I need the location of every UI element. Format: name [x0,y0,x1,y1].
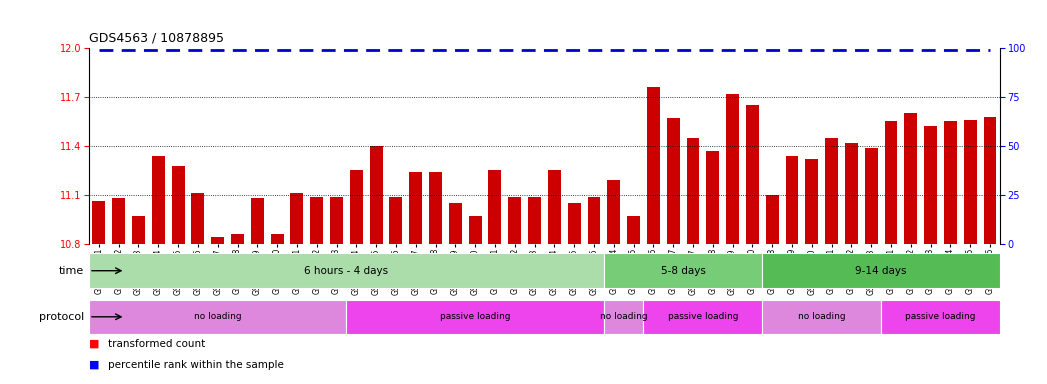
Bar [350,170,362,244]
Bar [587,197,600,244]
Bar [785,156,799,244]
Text: 6 hours - 4 days: 6 hours - 4 days [305,266,388,276]
Text: passive loading: passive loading [906,312,976,321]
Bar [192,193,204,244]
Bar [347,300,604,334]
Text: percentile rank within the sample: percentile rank within the sample [108,360,284,370]
Bar [567,203,581,244]
Bar [865,147,877,244]
Bar [882,300,1000,334]
Bar [727,94,739,244]
Bar [89,300,347,334]
Bar [905,113,917,244]
Bar [449,203,462,244]
Bar [983,116,997,244]
Bar [251,198,264,244]
Bar [89,253,604,288]
Bar [92,201,106,244]
Text: transformed count: transformed count [108,339,205,349]
Bar [231,234,244,244]
Bar [762,300,882,334]
Text: passive loading: passive loading [668,312,738,321]
Bar [429,172,442,244]
Bar [330,197,343,244]
Bar [963,120,977,244]
Bar [604,300,644,334]
Bar [885,121,897,244]
Bar [687,138,699,244]
Bar [508,197,521,244]
Bar [845,142,857,244]
Bar [389,197,402,244]
Bar [370,146,382,244]
Bar [310,197,324,244]
Bar [627,216,640,244]
Text: protocol: protocol [39,312,84,322]
Text: no loading: no loading [600,312,647,321]
Bar [112,198,126,244]
Text: 9-14 days: 9-14 days [855,266,907,276]
Bar [604,253,762,288]
Bar [762,253,1000,288]
Text: time: time [59,266,84,276]
Bar [805,159,818,244]
Bar [644,300,762,334]
Text: no loading: no loading [194,312,242,321]
Text: no loading: no loading [798,312,846,321]
Bar [528,197,541,244]
Bar [765,195,779,244]
Bar [211,237,224,244]
Bar [548,170,561,244]
Bar [290,193,304,244]
Bar [489,170,502,244]
Bar [172,166,184,244]
Bar [469,216,482,244]
Bar [667,118,680,244]
Bar [607,180,620,244]
Bar [707,151,719,244]
Bar [409,172,422,244]
Text: ■: ■ [89,360,99,370]
Bar [152,156,164,244]
Bar [825,138,838,244]
Bar [271,234,284,244]
Text: passive loading: passive loading [440,312,510,321]
Bar [132,216,144,244]
Bar [925,126,937,244]
Bar [745,105,759,244]
Bar [944,121,957,244]
Bar [647,87,660,244]
Text: ■: ■ [89,339,99,349]
Text: GDS4563 / 10878895: GDS4563 / 10878895 [89,31,224,44]
Text: 5-8 days: 5-8 days [661,266,706,276]
